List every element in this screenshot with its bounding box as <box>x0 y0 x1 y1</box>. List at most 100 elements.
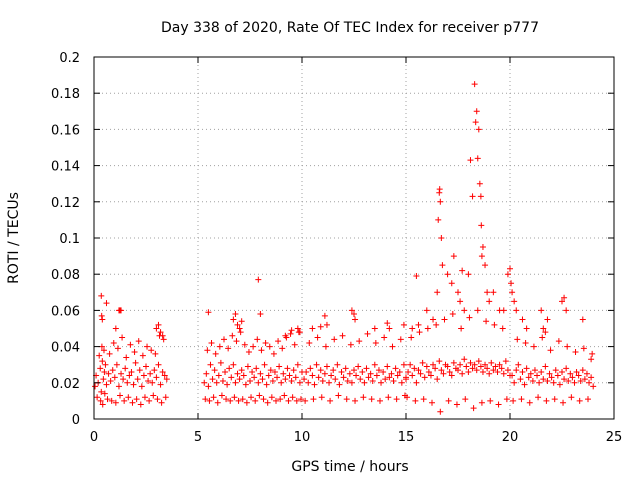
data-point <box>546 370 553 377</box>
data-point <box>214 399 221 406</box>
data-point <box>361 379 368 386</box>
data-point <box>398 379 405 386</box>
data-point <box>348 307 355 314</box>
data-point <box>472 119 479 126</box>
data-point <box>380 368 387 375</box>
data-point <box>288 327 295 334</box>
data-point <box>160 336 167 343</box>
data-point <box>234 321 241 328</box>
data-point <box>498 365 505 372</box>
data-point <box>478 253 485 260</box>
data-point <box>372 339 379 346</box>
data-point <box>330 367 337 374</box>
data-point <box>355 363 362 370</box>
data-point <box>124 379 131 386</box>
x-tick-label: 10 <box>294 430 311 445</box>
data-point <box>504 367 511 374</box>
data-point <box>469 365 476 372</box>
data-point <box>531 367 538 374</box>
data-point <box>440 370 447 377</box>
data-point <box>310 396 317 403</box>
data-point <box>453 401 460 408</box>
data-point <box>347 341 354 348</box>
data-point <box>237 329 244 336</box>
data-point <box>212 350 219 357</box>
data-point <box>467 157 474 164</box>
y-tick-labels: 0 0.02 0.04 0.06 0.08 0.1 0.12 0.14 0.16 0.18 0.2 <box>51 51 80 428</box>
x-tick-label: 15 <box>398 430 415 445</box>
data-point <box>585 396 591 403</box>
data-point <box>148 347 155 354</box>
data-point <box>285 397 292 404</box>
data-point <box>135 338 142 345</box>
data-point <box>208 339 215 346</box>
data-point <box>444 363 451 370</box>
data-point <box>120 376 127 383</box>
data-point <box>115 383 122 390</box>
data-point <box>461 307 468 314</box>
data-point <box>586 379 593 386</box>
data-point <box>543 397 550 404</box>
data-point <box>556 381 563 388</box>
data-point <box>436 358 443 365</box>
data-point <box>491 321 498 328</box>
data-point <box>434 289 441 296</box>
data-point <box>250 343 257 350</box>
data-point <box>340 374 347 381</box>
data-point <box>322 343 329 350</box>
data-point <box>488 359 495 366</box>
data-point <box>510 397 517 404</box>
data-point <box>314 334 321 341</box>
data-point <box>518 396 525 403</box>
data-point <box>465 271 472 278</box>
data-point <box>271 368 278 375</box>
data-point <box>513 307 520 314</box>
data-point <box>388 370 395 377</box>
data-point <box>117 392 123 399</box>
data-point <box>438 235 445 241</box>
data-point <box>257 370 264 377</box>
data-point <box>364 330 371 337</box>
data-point <box>455 289 461 296</box>
data-point <box>98 292 105 299</box>
data-point <box>213 379 220 386</box>
data-point <box>158 399 165 406</box>
data-point <box>284 365 291 372</box>
data-point <box>157 381 164 388</box>
data-point <box>280 370 287 377</box>
data-point <box>385 394 392 401</box>
y-tick-label: 0.06 <box>51 304 80 319</box>
data-point <box>258 347 265 354</box>
data-point <box>555 338 562 345</box>
data-point <box>98 388 105 395</box>
data-point <box>530 343 537 350</box>
data-point <box>281 392 288 399</box>
data-point <box>500 370 507 377</box>
data-point <box>576 397 583 404</box>
data-point <box>400 321 407 328</box>
data-point <box>509 289 516 296</box>
data-point <box>101 390 108 397</box>
data-point <box>259 376 266 383</box>
data-point <box>291 341 298 348</box>
x-tick-label: 25 <box>606 430 623 445</box>
data-point <box>129 399 136 406</box>
data-point <box>439 262 446 269</box>
data-point <box>360 394 367 401</box>
data-point <box>393 396 400 403</box>
data-point <box>394 372 401 379</box>
data-point <box>351 367 357 374</box>
data-point <box>404 394 411 401</box>
data-point <box>225 345 232 352</box>
data-point <box>256 392 263 399</box>
data-point <box>279 345 286 352</box>
data-point <box>217 359 224 366</box>
data-point <box>261 361 268 368</box>
data-point <box>302 397 309 404</box>
data-point <box>270 350 277 357</box>
data-point <box>565 377 572 384</box>
data-point <box>319 377 326 384</box>
data-point <box>286 372 293 379</box>
data-point <box>207 361 214 368</box>
